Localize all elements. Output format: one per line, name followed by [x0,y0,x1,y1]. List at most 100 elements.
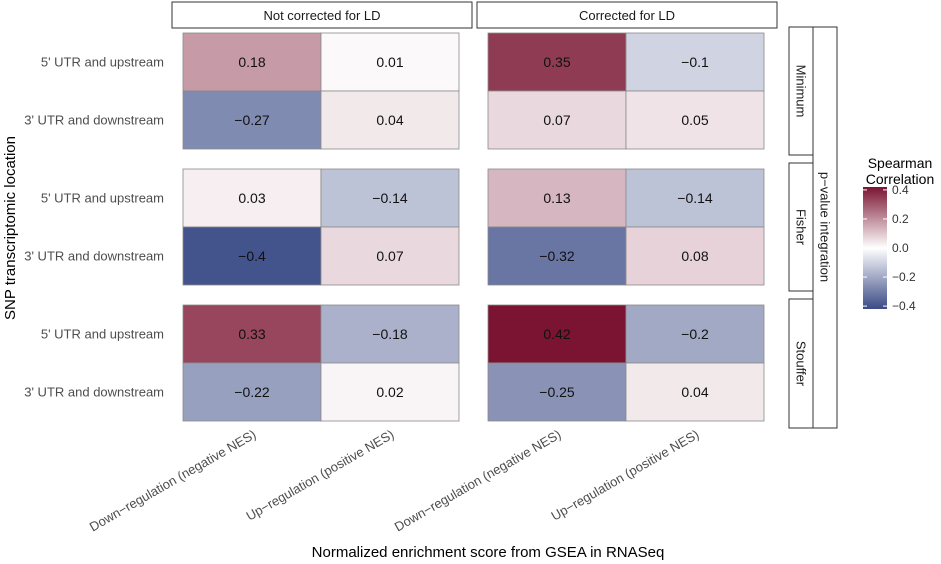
heatmap-cell-fill [320,226,460,286]
legend-tick-label: 0.4 [892,183,909,197]
heatmap-cell: 0.33 [182,304,322,364]
heatmap-cell: −0.18 [320,304,460,364]
heatmap-cell: 0.08 [625,226,765,286]
legend-tick-label: 0.0 [892,241,909,255]
x-axis-tick-labels: Down−regulation (negative NES)Up−regulat… [87,427,702,535]
heatmap-cell-label: 0.04 [376,112,403,128]
row-facet-strip-stouffer: Stouffer [788,298,814,429]
x-tick-label: Up−regulation (positive NES) [549,427,702,524]
heatmap-cell-label: −0.22 [234,384,270,400]
outer-row-strip-box [812,26,838,429]
y-axis-title: SNP transcriptomic location [2,136,19,320]
heatmap-cell: 0.35 [487,32,627,92]
col-facet-label: Corrected for LD [579,8,675,23]
heatmap-cell-label: −0.14 [372,190,408,206]
heatmap-cell-label: 0.13 [543,190,570,206]
heatmap-cell-fill [625,90,765,150]
y-tick-label: 3' UTR and downstream [24,385,164,400]
heatmap-cell-fill [625,226,765,286]
heatmap-cell: −0.4 [182,226,322,286]
heatmap-cell: 0.18 [182,32,322,92]
col-facet-strip-corrected-for-ld: Corrected for LD [476,1,778,29]
y-tick-label: 5' UTR and upstream [41,55,164,70]
heatmap-cell-fill [487,226,627,286]
heatmap-cell-label: 0.03 [238,190,265,206]
x-tick-label: Down−regulation (negative NES) [87,427,259,535]
heatmap-cell: −0.14 [625,168,765,228]
heatmap-cell-fill [182,226,322,286]
heatmap-cell-fill [487,90,627,150]
outer-row-strip: p−value integration [812,26,838,429]
row-facet-label: Stouffer [794,341,809,387]
facet-strips: Not corrected for LD Corrected for LD Mini… [171,1,838,429]
heatmap-cell-fill [182,362,322,422]
heatmap-cell-fill [625,362,765,422]
heatmap-cell-label: 0.07 [543,112,570,128]
heatmap-cell-fill [625,32,765,92]
heatmap-cell-fill [320,168,460,228]
heatmap-cell-label: 0.35 [543,54,570,70]
col-facet-strip-box [476,1,778,29]
heatmap-cell-label: −0.18 [372,326,408,342]
heatmap-cell: 0.05 [625,90,765,150]
heatmap-cell: 0.04 [320,90,460,150]
y-tick-label: 5' UTR and upstream [41,327,164,342]
heatmap-cell-label: −0.1 [681,54,709,70]
heatmap-cell-label: −0.14 [677,190,713,206]
row-facet-label: Minimum [794,65,809,118]
heatmap-cell-fill [625,304,765,364]
heatmap-cell: 0.03 [182,168,322,228]
heatmap-cell-fill [487,362,627,422]
heatmap-cell-fill [320,90,460,150]
heatmap-cell: 0.04 [625,362,765,422]
y-tick-label: 5' UTR and upstream [41,191,164,206]
heatmap-cell: 0.01 [320,32,460,92]
heatmap-cell-fill [320,304,460,364]
y-axis-tick-labels: 5' UTR and upstream 3' UTR and downstream… [24,55,164,400]
x-tick-label: Down−regulation (negative NES) [392,427,564,535]
heatmap-cell-label: −0.2 [681,326,709,342]
row-facet-label: Fisher [794,209,809,246]
legend-tick-label: −0.2 [892,270,916,284]
heatmap-cell-fill [182,90,322,150]
heatmap-cell: −0.27 [182,90,322,150]
heatmap-cell: 0.07 [320,226,460,286]
heatmap-cell-fill [182,168,322,228]
heatmap-cell: 0.42 [487,304,627,364]
heatmap-cell-label: 0.18 [238,54,265,70]
heatmap-cell-label: 0.07 [376,248,403,264]
heatmap-cell-label: −0.4 [238,248,266,264]
heatmap-cell: 0.13 [487,168,627,228]
col-facet-strip-box [171,1,473,29]
heatmap-cell-fill [182,32,322,92]
heatmap-cell-fill [487,32,627,92]
legend-title-line: Spearman [868,155,933,171]
heatmap-cell-fill [487,168,627,228]
row-facet-strip-box [788,26,814,156]
row-facet-strip-fisher: Fisher [788,162,814,292]
heatmap-cell-label: 0.05 [681,112,708,128]
heatmap-cell: −0.22 [182,362,322,422]
heatmap-cell-fill [487,304,627,364]
heatmap-cell-label: 0.08 [681,248,708,264]
heatmap-cell: 0.07 [487,90,627,150]
col-facet-label: Not corrected for LD [263,8,380,23]
heatmap-cell-fill [320,32,460,92]
heatmap-cell-label: 0.33 [238,326,265,342]
heatmap-cell: −0.1 [625,32,765,92]
heatmap-cell-label: −0.25 [539,384,575,400]
heatmap-cell-label: −0.27 [234,112,270,128]
col-facet-strip-not-corrected-for-ld: Not corrected for LD [171,1,473,29]
heatmap-cell: −0.25 [487,362,627,422]
x-axis-title: Normalized enrichment score from GSEA in… [312,544,665,561]
heatmap-cell-label: 0.04 [681,384,708,400]
row-facet-strip-minimum: Minimum [788,26,814,156]
heatmap-cell: 0.02 [320,362,460,422]
heatmap-cell-fill [625,168,765,228]
y-tick-label: 3' UTR and downstream [24,249,164,264]
y-tick-label: 3' UTR and downstream [24,113,164,128]
heatmap-cells: 0.18 0.01 −0.27 0.04 0.35 −0.1 0.07 0.05 0.03 −0.… [182,32,765,422]
heatmap-cell-label: −0.32 [539,248,575,264]
